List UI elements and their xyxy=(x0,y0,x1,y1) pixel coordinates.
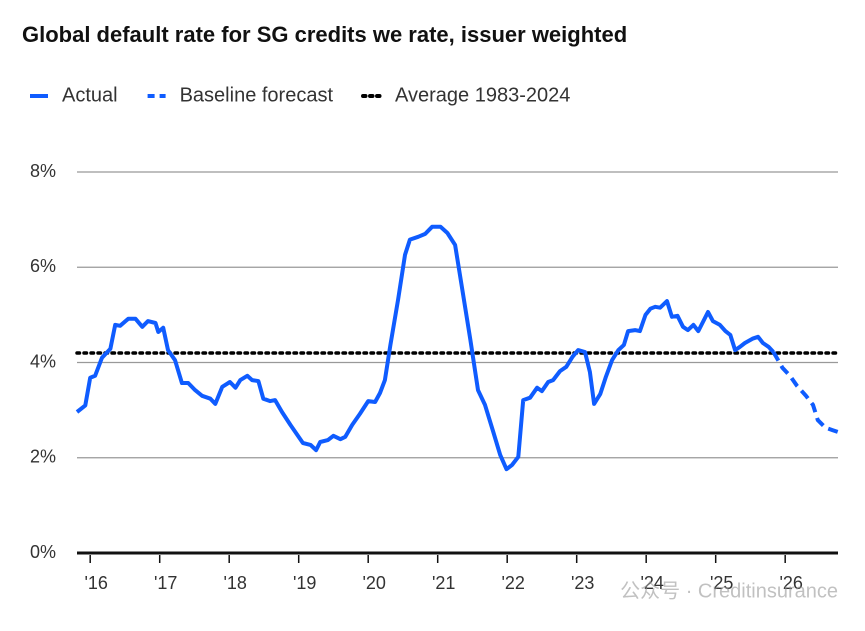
x-tick-label: '16 xyxy=(84,573,107,593)
x-tick-label: '20 xyxy=(362,573,385,593)
x-tick-label: '18 xyxy=(223,573,246,593)
x-tick-label: '23 xyxy=(571,573,594,593)
legend-label: Baseline forecast xyxy=(180,84,334,106)
x-tick-label: '22 xyxy=(501,573,524,593)
legend-label: Average 1983-2024 xyxy=(395,84,570,106)
x-tick-label: '19 xyxy=(293,573,316,593)
y-tick-label: 4% xyxy=(30,351,56,371)
legend: Actual Baseline forecast Average 1983-2024 xyxy=(30,84,570,106)
x-tick-label: '25 xyxy=(710,573,733,593)
x-tick-label: '24 xyxy=(640,573,663,593)
y-tick-label: 6% xyxy=(30,256,56,276)
series-line xyxy=(771,351,839,434)
y-tick-label: 8% xyxy=(30,161,56,181)
y-tick-label: 0% xyxy=(30,542,56,562)
plot-area: 0% 2% 4% 6% 8% '16 '17 '18 '19 '20 '21 '22 '23 '24 '25… xyxy=(30,161,840,593)
x-tick-label: '17 xyxy=(154,573,177,593)
series-line xyxy=(75,224,775,472)
chart-title: Global default rate for SG credits we ra… xyxy=(22,22,627,47)
x-tick-label: '26 xyxy=(779,573,802,593)
x-tick-label: '21 xyxy=(432,573,455,593)
watermark: 公众号 · Creditinsurance xyxy=(620,579,838,602)
y-tick-label: 2% xyxy=(30,447,56,467)
legend-label: Actual xyxy=(62,84,118,106)
